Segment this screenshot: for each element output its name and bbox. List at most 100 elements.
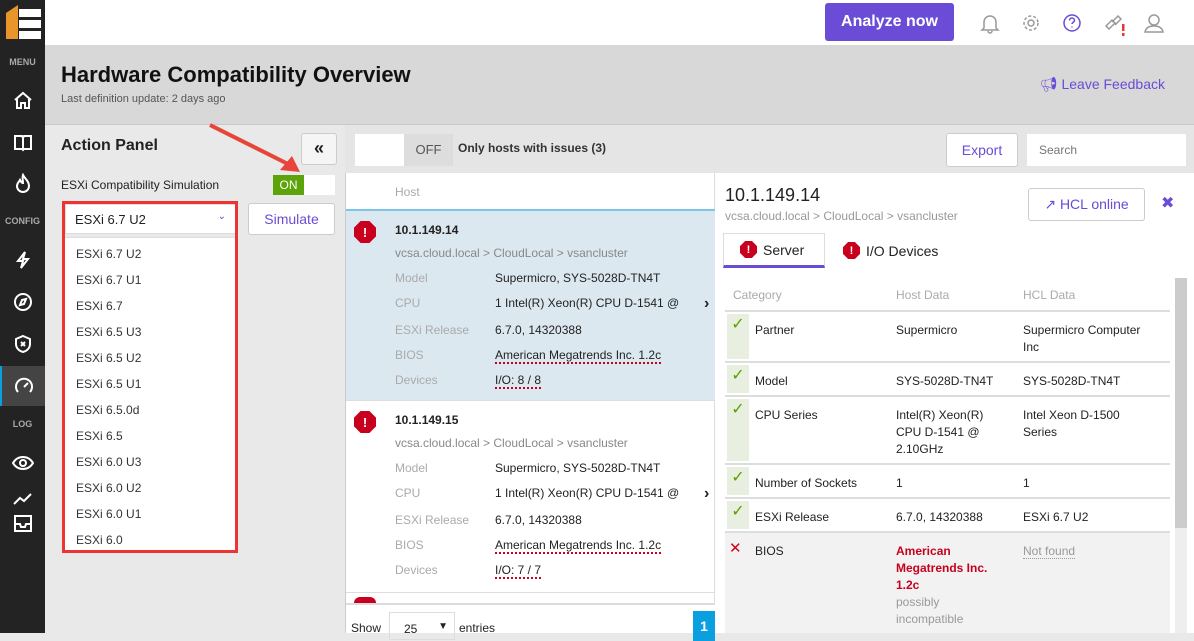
- compat-row: ✓ CPU Series Intel(R) Xeon(R) CPU D-1541…: [725, 397, 1170, 465]
- compat-row: ✓ Number of Sockets 1 1: [725, 465, 1170, 499]
- chevron-down-icon: ⌄: [217, 211, 226, 222]
- gear-icon[interactable]: [1020, 12, 1042, 34]
- column-host-data: Host Data: [896, 288, 950, 302]
- page-header: Hardware Compatibility Overview Last def…: [45, 45, 1194, 125]
- error-icon: !: [843, 242, 860, 259]
- entries-select[interactable]: 25 ▼: [389, 612, 455, 640]
- simulation-toggle[interactable]: ON: [273, 175, 335, 195]
- dropdown-option[interactable]: ESXi 6.5 U2: [76, 351, 142, 365]
- scrollbar-thumb[interactable]: [1175, 278, 1187, 528]
- tab-server[interactable]: ! Server: [723, 233, 825, 268]
- collapse-button[interactable]: «: [301, 133, 337, 165]
- column-hcl-data: HCL Data: [1023, 288, 1076, 302]
- page-title: Hardware Compatibility Overview: [61, 62, 411, 87]
- host-row[interactable]: ! 10.1.149.15 vcsa.cloud.local > CloudLo…: [346, 401, 715, 593]
- toggle-off-label: OFF: [404, 134, 453, 166]
- host-row[interactable]: ! 10.1.149.14 vcsa.cloud.local > CloudLo…: [346, 209, 715, 401]
- row-host-data: Intel(R) Xeon(R) CPU D-1541 @ 2.10GHz: [896, 408, 984, 456]
- host-bios[interactable]: American Megatrends Inc. 1.2c: [495, 348, 662, 364]
- chart-line-icon[interactable]: [0, 488, 45, 510]
- simulate-button[interactable]: Simulate: [248, 203, 335, 235]
- book-icon[interactable]: [0, 122, 45, 162]
- host-esxi: 6.7.0, 14320388: [495, 513, 582, 527]
- error-icon: [354, 597, 376, 603]
- row-hcl-data[interactable]: Not found: [1023, 544, 1076, 559]
- dropdown-option[interactable]: ESXi 6.5: [76, 429, 123, 443]
- host-esxi: 6.7.0, 14320388: [495, 323, 582, 337]
- scrollbar[interactable]: [1175, 278, 1187, 633]
- detail-host-ip: 10.1.149.14: [725, 185, 821, 205]
- user-icon[interactable]: [1143, 12, 1165, 34]
- megaphone-icon: 📢︎: [1039, 76, 1062, 92]
- inbox-icon[interactable]: [0, 508, 45, 538]
- export-button[interactable]: Export: [946, 133, 1018, 167]
- dropdown-option[interactable]: ESXi 6.7 U1: [76, 273, 142, 287]
- logo[interactable]: [4, 3, 42, 39]
- sidebar-section-config: CONFIG: [5, 216, 40, 226]
- leave-feedback-link[interactable]: 📢︎ Leave Feedback: [1040, 76, 1165, 93]
- dropdown-option[interactable]: ESXi 6.0 U2: [76, 481, 142, 495]
- detail-host-path: vcsa.cloud.local > CloudLocal > vsanclus…: [725, 209, 958, 223]
- dropdown-option[interactable]: ESXi 6.5.0d: [76, 403, 140, 417]
- eye-icon[interactable]: [0, 443, 45, 483]
- shield-x-icon[interactable]: [0, 324, 45, 364]
- label-esxi: ESXi Release: [395, 323, 470, 337]
- dropdown-option[interactable]: ESXi 6.5 U3: [76, 325, 142, 339]
- tab-io-label: I/O Devices: [866, 242, 939, 259]
- tab-io-devices[interactable]: ! I/O Devices: [843, 233, 938, 268]
- gauge-icon[interactable]: [0, 366, 45, 406]
- annotation-arrow: [209, 123, 300, 172]
- column-header-host[interactable]: Host: [395, 185, 420, 199]
- dropdown-option[interactable]: ESXi 6.0 U1: [76, 507, 142, 521]
- search-input[interactable]: [1027, 134, 1186, 166]
- compat-row: ✓ Model SYS-5028D-TN4T SYS-5028D-TN4T: [725, 363, 1170, 397]
- compat-row: ✓ Partner Supermicro Supermicro Computer…: [725, 312, 1170, 363]
- action-panel-title: Action Panel: [61, 137, 158, 154]
- error-icon: !: [354, 221, 376, 243]
- host-model: Supermicro, SYS-5028D-TN4T: [495, 271, 661, 285]
- dropdown-option[interactable]: ESXi 6.7: [76, 299, 123, 313]
- host-cpu: 1 Intel(R) Xeon(R) CPU D-1541 @: [495, 296, 680, 310]
- page-1-button[interactable]: 1: [693, 611, 715, 641]
- entries-value: 25: [404, 622, 418, 636]
- home-icon[interactable]: [0, 80, 45, 120]
- dropdown-option[interactable]: ESXi 6.7 U2: [76, 247, 142, 261]
- check-icon: ✓: [727, 467, 749, 495]
- chevron-right-icon[interactable]: ›: [704, 295, 710, 312]
- show-label: Show: [351, 621, 382, 635]
- row-category: ESXi Release: [755, 510, 830, 524]
- label-cpu: CPU: [395, 486, 421, 500]
- row-host-note: possibly incompatible: [896, 595, 964, 626]
- row-hcl-data: 1: [1023, 476, 1030, 490]
- esxi-version-select[interactable]: ESXi 6.7 U2 ⌄: [65, 204, 237, 234]
- analyze-now-button[interactable]: Analyze now: [825, 3, 954, 41]
- host-bios[interactable]: American Megatrends Inc. 1.2c: [495, 538, 662, 554]
- row-category: Partner: [755, 323, 795, 337]
- compass-icon[interactable]: [0, 282, 45, 322]
- host-devices[interactable]: I/O: 7 / 7: [495, 563, 542, 579]
- esxi-version-dropdown: ESXi 6.7 U2 ESXi 6.7 U1 ESXi 6.7 ESXi 6.5 U…: [62, 201, 238, 553]
- chevron-right-icon[interactable]: ›: [704, 485, 710, 502]
- host-model: Supermicro, SYS-5028D-TN4T: [495, 461, 661, 475]
- host-ip: 10.1.149.14: [395, 223, 459, 237]
- label-bios: BIOS: [395, 348, 424, 362]
- label-bios: BIOS: [395, 538, 424, 552]
- fire-icon[interactable]: [0, 163, 45, 203]
- host-path: vcsa.cloud.local > CloudLocal > vsanclus…: [395, 436, 628, 450]
- host-devices[interactable]: I/O: 8 / 8: [495, 373, 542, 389]
- row-category: CPU Series: [755, 408, 818, 422]
- error-icon: !: [740, 241, 757, 258]
- hcl-online-button[interactable]: ↗ HCL online: [1028, 188, 1145, 221]
- compat-row: ✕ BIOS American Megatrends Inc. 1.2c poss…: [725, 533, 1170, 633]
- bolt-icon[interactable]: [0, 240, 45, 280]
- dropdown-option[interactable]: ESXi 6.0: [76, 533, 123, 547]
- label-devices: Devices: [395, 373, 438, 387]
- close-icon[interactable]: ✖: [1161, 195, 1175, 212]
- dropdown-option[interactable]: ESXi 6.5 U1: [76, 377, 142, 391]
- list-toolbar: OFF Only hosts with issues (3) Export: [345, 125, 1194, 173]
- help-icon[interactable]: [1061, 12, 1083, 34]
- issues-filter-toggle[interactable]: OFF: [355, 134, 453, 166]
- bell-icon[interactable]: [979, 12, 1001, 34]
- dropdown-option[interactable]: ESXi 6.0 U3: [76, 455, 142, 469]
- link-warning-icon[interactable]: [1102, 12, 1125, 36]
